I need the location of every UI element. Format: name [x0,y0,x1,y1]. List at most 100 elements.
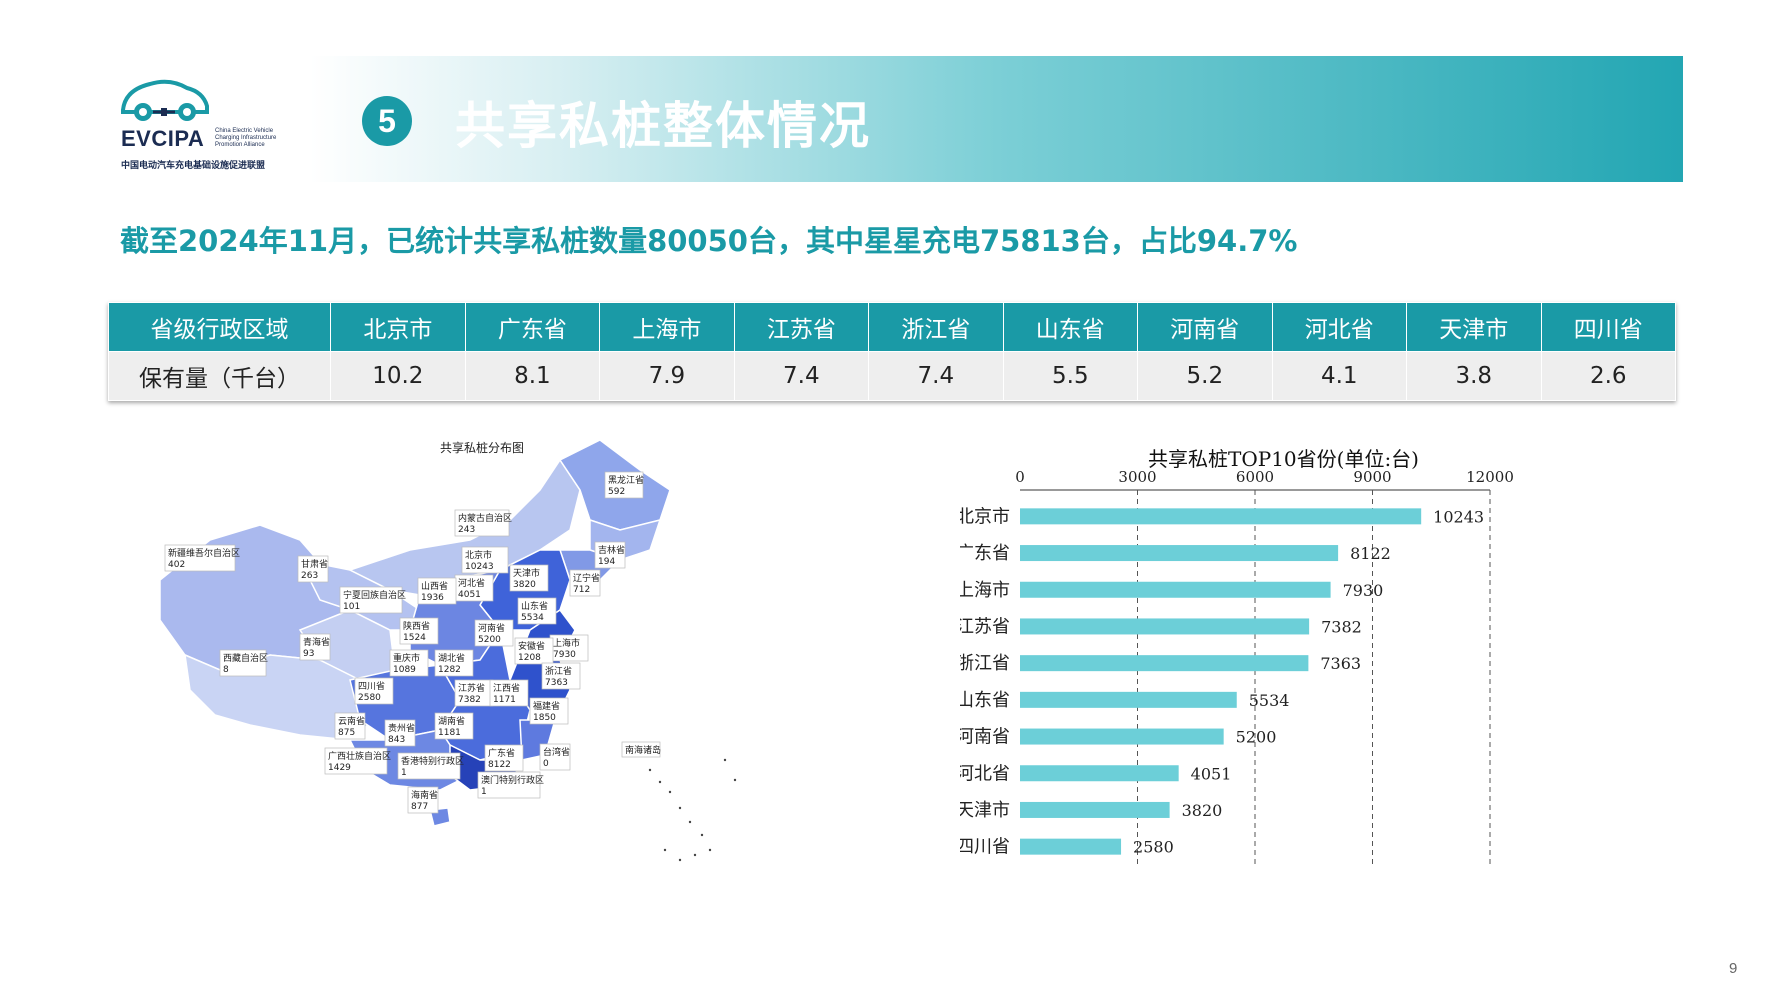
chart-data-label: 7930 [1343,581,1384,600]
map-label-box [514,637,554,665]
map-label-value: 93 [303,649,314,659]
map-label-value: 3820 [513,580,536,590]
chart-category-label: 山东省 [960,690,1010,711]
table-value-cell: 10.2 [330,351,466,401]
map-label-name: 辽宁省 [573,572,600,584]
table-value-row: 保有量（千台） 10.2 8.1 7.9 7.4 7.4 5.5 5.2 4.1… [107,351,1676,401]
map-label-name: 重庆市 [393,652,420,664]
summary-table: 省级行政区域 北京市 广东省 上海市 江苏省 浙江省 山东省 河南省 河北省 天… [107,302,1676,401]
map-label-value: 875 [338,728,355,738]
map-label-value: 1936 [421,593,444,603]
map-label-box [334,712,366,740]
map-label-name: 南海诸岛 [625,744,661,756]
chart-category-label: 河南省 [960,727,1010,748]
map-label-box [529,697,569,725]
chart-bar [1020,765,1179,782]
chart-x-tick-label: 9000 [1353,468,1391,486]
map-label-name: 宁夏回族自治区 [343,589,406,601]
top10-bar-chart: 共享私桩TOP10省份(单位:台) 0 3000 6000 9000 12000 北京市… [960,447,1514,867]
map-label-name: 安徽省 [518,640,545,652]
chart-data-label: 7363 [1320,654,1361,673]
map-label-box [389,649,429,677]
table-region-cell: 四川省 [1540,302,1676,352]
map-label-value: 0 [543,759,549,769]
table-value-cell: 7.4 [868,351,1004,401]
map-label-box [339,586,403,614]
table-region-cell: 河北省 [1271,302,1408,352]
map-label-box [399,617,439,645]
table-value-cell: 3.8 [1406,351,1542,401]
map-label-value: 843 [388,735,405,745]
map-label-name: 黑龙江省 [608,474,644,486]
map-label-name: 河北省 [458,577,485,589]
map-label-box [594,541,626,569]
map-label-name: 吉林省 [598,544,625,556]
table-value-cell: 2.6 [1540,351,1676,401]
table-region-cell: 上海市 [599,302,735,352]
map-label-value: 1089 [393,665,416,675]
map-label-name: 广东省 [488,747,515,759]
map-label-name: 福建省 [533,700,560,712]
chart-x-tick-label: 3000 [1118,468,1156,486]
map-label-name: 四川省 [358,680,385,692]
map-label-name: 天津市 [513,567,540,579]
map-label-value: 877 [411,802,428,812]
map-label-box [297,555,329,583]
map-label-name: 澳门特别行政区 [481,774,544,786]
evcipa-logo: EVCIPA China Electric Vehicle Charging I… [115,70,290,180]
map-label-box [541,662,581,690]
chart-bars: 北京市 10243 广东省 8122 上海市 7930 江苏省 7382 浙江省 7363 山东省 5… [960,506,1484,857]
chart-category-label: 江苏省 [960,616,1010,637]
map-label-name: 山西省 [421,580,448,592]
south-sea-islands [648,758,737,862]
map-label-box [549,634,589,662]
map-label-value: 402 [168,560,185,570]
map-label-box [299,633,331,661]
chart-category-label: 河北省 [960,763,1010,784]
map-label-box [434,712,474,740]
chart-x-tick-label: 0 [1015,468,1025,486]
map-label-box [164,544,236,572]
chart-gridlines [1020,489,1491,867]
map-label-box [219,649,267,677]
map-label-name: 甘肃省 [301,558,328,570]
map-label-value: 1524 [403,633,426,643]
map-label-name: 西藏自治区 [223,652,268,664]
china-distribution-map: 共享私桩分布图 黑龙江省592内蒙古自治区243吉林省194辽宁省712新疆维吾… [159,439,737,862]
map-label-value: 194 [598,557,615,567]
map-label-box [484,744,524,772]
chart-data-label: 5200 [1236,728,1277,747]
table-region-cell: 山东省 [1002,302,1139,352]
map-label-name: 青海省 [303,636,330,648]
map-label-name: 上海市 [553,637,580,649]
map-label-value: 243 [458,525,475,535]
map-label-name: 内蒙古自治区 [458,512,512,524]
map-label-box [517,597,557,625]
chart-bar [1020,728,1224,745]
chart-bar [1020,691,1237,708]
chart-bar [1020,838,1122,855]
map-label-box [454,509,510,537]
logo-tagline: China Electric Vehicle Charging Infrastr… [215,128,277,148]
map-label-name: 浙江省 [545,665,572,677]
map-title: 共享私桩分布图 [440,440,524,455]
map-label-34: 南海诸岛 [621,741,661,758]
chart-bar [1020,581,1331,598]
table-region-cell: 广东省 [464,302,601,352]
